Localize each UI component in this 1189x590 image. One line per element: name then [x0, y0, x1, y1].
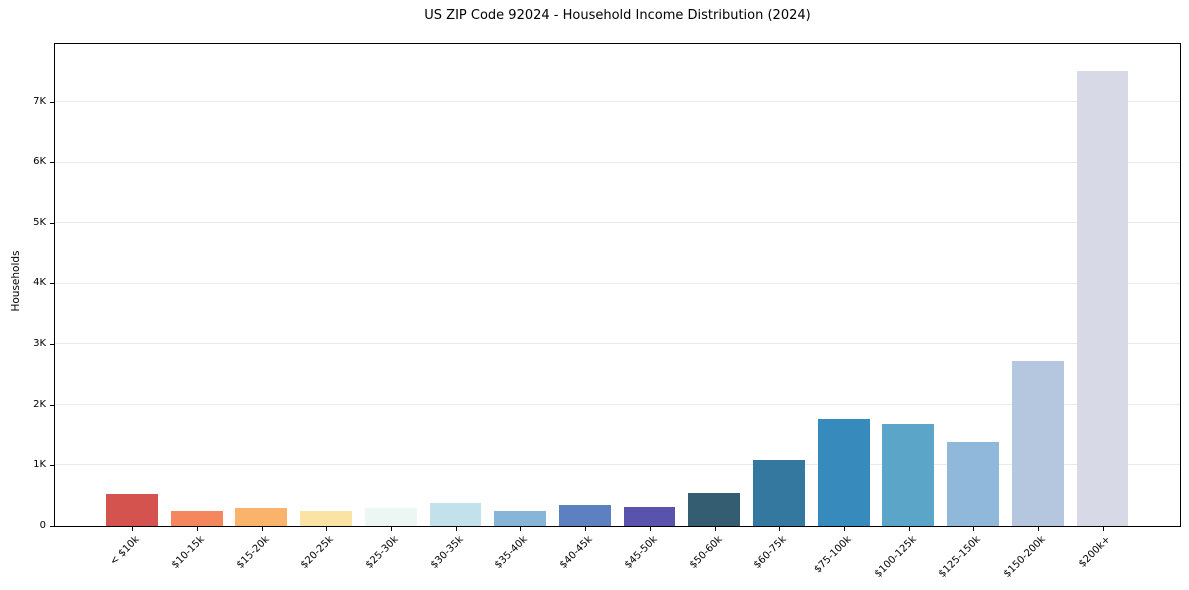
- y-tick-label: 5K: [33, 216, 46, 228]
- x-tick: [714, 527, 716, 531]
- y-tick: [50, 101, 54, 103]
- y-tick-label: 6K: [33, 156, 46, 168]
- x-tick: [455, 527, 457, 531]
- x-tick: [1102, 527, 1104, 531]
- y-tick-label: 3K: [33, 338, 46, 350]
- gridline: [55, 282, 1180, 284]
- x-tick: [585, 527, 587, 531]
- chart-title: US ZIP Code 92024 - Household Income Dis…: [424, 8, 811, 23]
- bar-1: [170, 511, 223, 526]
- x-tick: [908, 527, 910, 531]
- y-tick: [50, 525, 54, 527]
- x-tick: [132, 527, 134, 531]
- x-tick: [520, 527, 522, 531]
- bar-12: [882, 424, 935, 526]
- y-tick: [50, 465, 54, 467]
- bar-2: [235, 508, 288, 526]
- bar-0: [106, 493, 158, 526]
- y-tick-label: 2K: [33, 398, 46, 410]
- bar-5: [429, 503, 482, 526]
- y-tick-label: 4K: [33, 277, 46, 289]
- bar-14: [1011, 360, 1064, 526]
- y-tick-label: 0: [39, 519, 46, 531]
- bar-7: [558, 504, 611, 526]
- plot-area: [54, 43, 1181, 527]
- x-tick: [843, 527, 845, 531]
- y-tick-label: 1K: [33, 459, 46, 471]
- x-tick: [261, 527, 263, 531]
- x-tick: [779, 527, 781, 531]
- x-tick: [1038, 527, 1040, 531]
- gridline: [55, 101, 1180, 103]
- x-tick: [326, 527, 328, 531]
- y-tick: [50, 222, 54, 224]
- bar-9: [688, 492, 741, 526]
- gridline: [55, 343, 1180, 345]
- y-tick: [50, 404, 54, 406]
- gridline: [55, 403, 1180, 405]
- y-tick-label: 7K: [33, 95, 46, 107]
- x-tick: [973, 527, 975, 531]
- bar-4: [364, 508, 417, 526]
- bar-3: [300, 510, 352, 526]
- gridline: [55, 161, 1180, 163]
- x-tick: [649, 527, 651, 531]
- y-tick: [50, 283, 54, 285]
- x-tick-label: < $10k: [108, 534, 143, 568]
- bar-10: [753, 460, 805, 526]
- gridline: [55, 464, 1180, 466]
- bar-6: [494, 510, 547, 526]
- bar-11: [817, 418, 870, 526]
- x-tick: [196, 527, 198, 531]
- x-tick: [391, 527, 393, 531]
- gridline: [55, 222, 1180, 224]
- bar-13: [947, 442, 999, 526]
- y-tick: [50, 344, 54, 346]
- bar-15: [1076, 70, 1129, 526]
- bar-8: [623, 507, 676, 526]
- y-tick: [50, 162, 54, 164]
